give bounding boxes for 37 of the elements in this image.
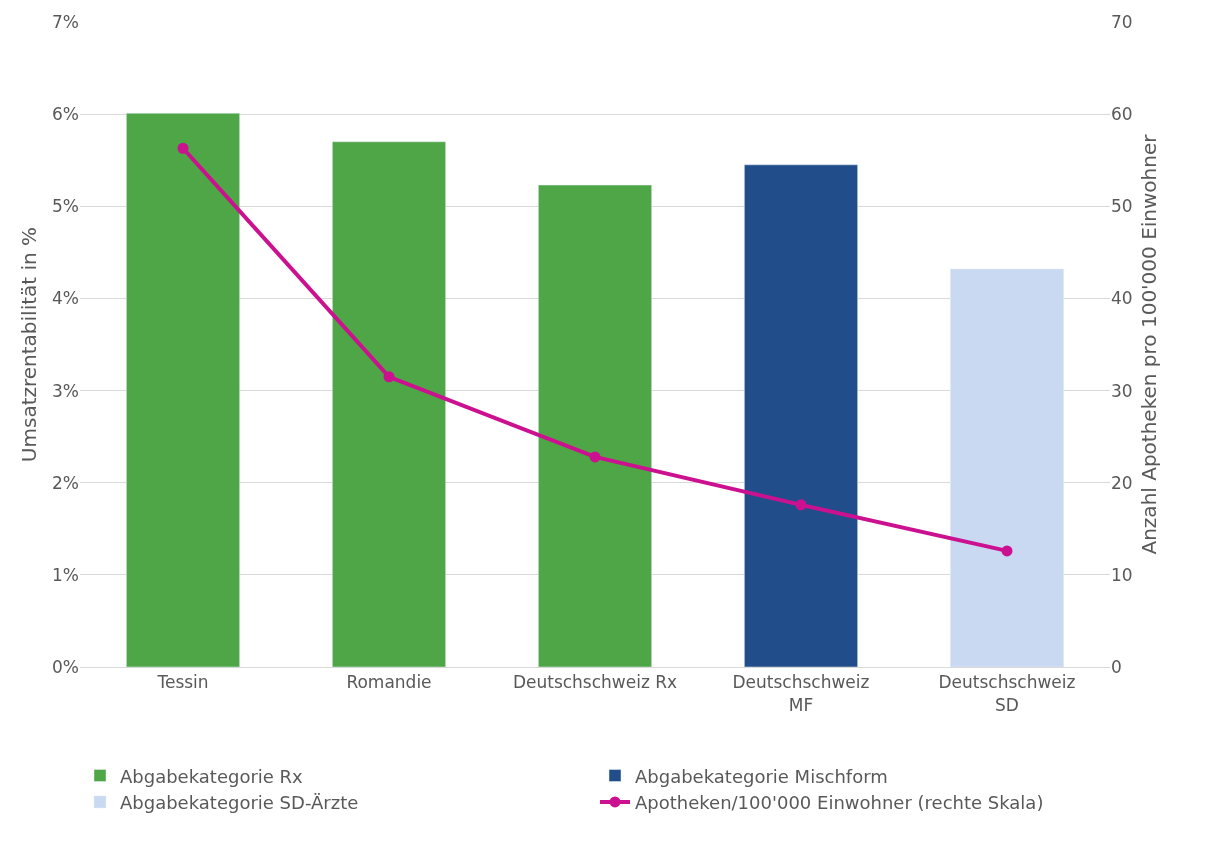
y-tick-label: 7%	[52, 11, 79, 32]
legend-label: Abgabekategorie Rx	[120, 765, 304, 787]
point	[177, 142, 189, 154]
bar	[332, 141, 446, 667]
legend-label: Abgabekategorie SD-Ärzte	[120, 791, 359, 813]
y2-tick-label: 30	[1111, 380, 1133, 401]
point	[1001, 545, 1013, 557]
y-tick-label: 3%	[52, 380, 79, 401]
y2-axis-title: Anzahl Apotheken pro 100'000 Einwohner	[1137, 133, 1162, 555]
y-tick-label: 2%	[52, 472, 79, 493]
bar	[538, 184, 652, 667]
x-tick-label: Romandie	[346, 672, 432, 693]
bar	[126, 112, 240, 667]
y2-tick-label: 0	[1111, 656, 1122, 677]
bar	[744, 164, 858, 667]
y2-tick-label: 70	[1111, 11, 1133, 32]
y-axis-title: Umsatzrentabilität in %	[16, 226, 41, 463]
x-tick-label: Deutschschweiz Rx	[512, 672, 678, 693]
point	[589, 451, 601, 463]
legend-label: Abgabekategorie Mischform	[635, 765, 888, 787]
y2-tick-label: 50	[1111, 196, 1133, 217]
legend-label: Apotheken/100'000 Einwohner (rechte Skala)	[635, 791, 1044, 813]
y2-tick-label: 40	[1111, 288, 1133, 309]
bar	[950, 268, 1064, 667]
x-tick-label: Deutschschweiz SD	[938, 672, 1076, 715]
y-tick-label: 4%	[52, 288, 79, 309]
y-tick-label: 0%	[52, 656, 79, 677]
y2-tick-label: 20	[1111, 472, 1133, 493]
y-tick-label: 1%	[52, 564, 79, 585]
point	[383, 371, 395, 383]
point	[795, 499, 807, 511]
y2-tick-label: 60	[1111, 104, 1133, 125]
x-tick-label: Tessin	[156, 672, 209, 693]
x-tick-label: Deutschschweiz MF	[732, 672, 870, 715]
y2-tick-label: 10	[1111, 564, 1133, 585]
y-tick-label: 5%	[52, 196, 79, 217]
y-tick-label: 6%	[52, 104, 79, 125]
